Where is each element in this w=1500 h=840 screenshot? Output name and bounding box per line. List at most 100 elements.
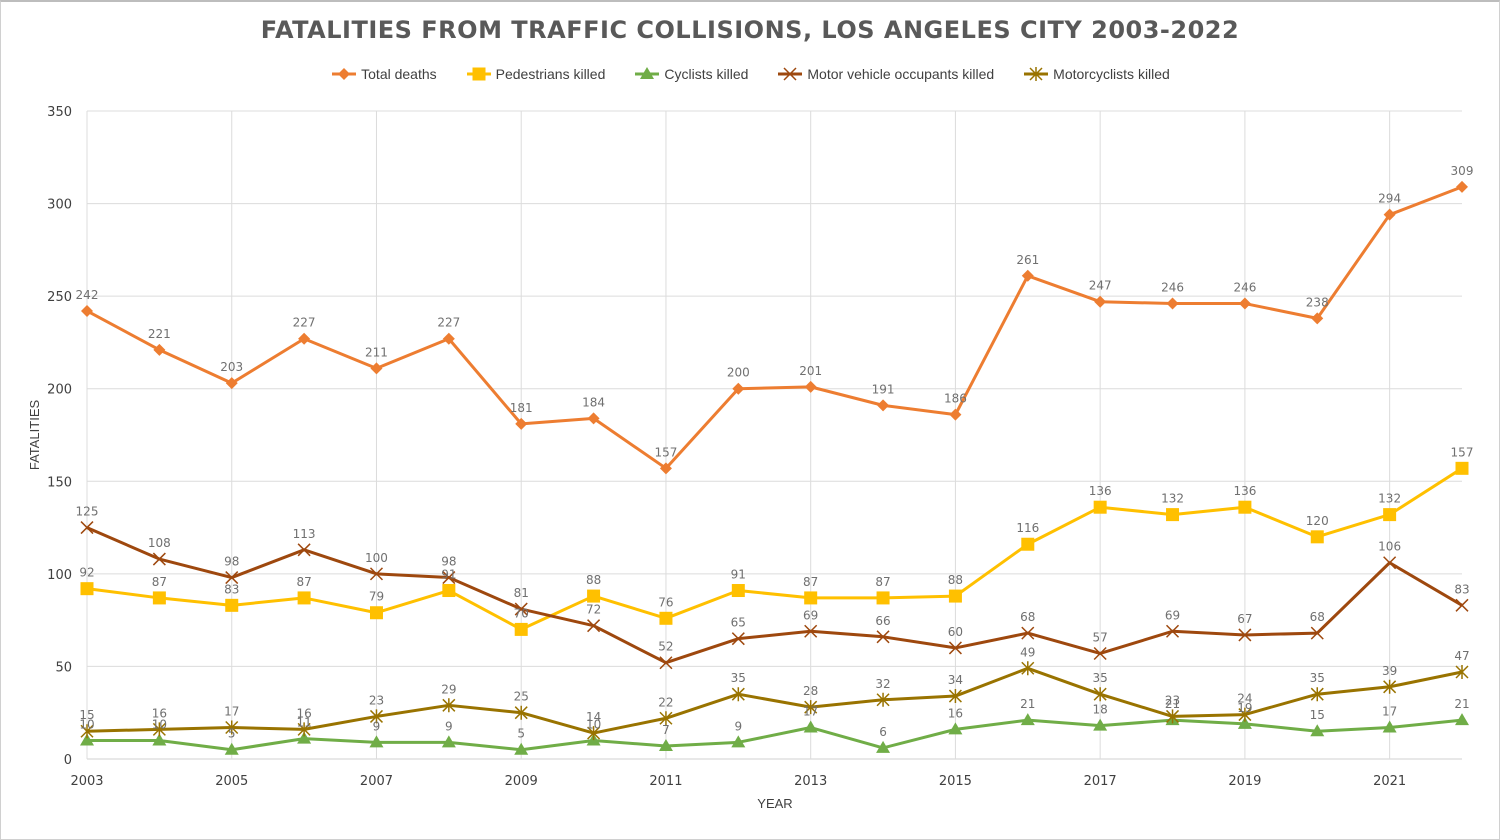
data-label-pedestrians-killed: 91 <box>731 568 746 582</box>
x-tick-label: 2017 <box>1084 774 1117 789</box>
data-point-total-deaths <box>587 412 600 425</box>
data-point-total-deaths <box>1021 269 1034 282</box>
data-point-motor-vehicle-occupants-killed <box>1383 556 1397 570</box>
chart-title: FATALITIES FROM TRAFFIC COLLISIONS, LOS … <box>260 16 1240 44</box>
data-point-motor-vehicle-occupants-killed <box>80 521 94 535</box>
data-point-cyclists-killed <box>369 735 384 748</box>
data-label-total-deaths: 227 <box>437 316 460 330</box>
data-point-cyclists-killed <box>1310 724 1325 737</box>
x-tick-label: 2005 <box>215 774 248 789</box>
data-label-pedestrians-killed: 87 <box>152 575 167 589</box>
data-label-motor-vehicle-occupants-killed: 81 <box>514 586 529 600</box>
x-tick-label: 2007 <box>360 774 393 789</box>
data-point-cyclists-killed <box>1237 716 1252 729</box>
series-motor-vehicle-occupants-killed <box>80 521 1469 670</box>
data-point-total-deaths <box>949 408 962 421</box>
legend-marker-icon <box>783 67 797 81</box>
data-label-motorcyclists-killed: 14 <box>586 710 601 724</box>
data-label-cyclists-killed: 11 <box>296 716 311 730</box>
data-label-cyclists-killed: 9 <box>373 719 381 733</box>
data-point-total-deaths <box>1383 208 1396 221</box>
data-point-motor-vehicle-occupants-killed <box>1238 628 1252 642</box>
data-point-motorcyclists-killed <box>948 689 962 704</box>
data-label-pedestrians-killed: 136 <box>1233 484 1256 498</box>
data-point-cyclists-killed <box>731 735 746 748</box>
data-label-motor-vehicle-occupants-killed: 98 <box>441 555 456 569</box>
y-tick-label: 50 <box>55 660 72 675</box>
data-point-pedestrians-killed <box>369 606 383 620</box>
data-point-pedestrians-killed <box>659 611 673 625</box>
data-label-motor-vehicle-occupants-killed: 100 <box>365 551 388 565</box>
data-label-motor-vehicle-occupants-killed: 69 <box>1165 608 1180 622</box>
legend-label: Pedestrians killed <box>495 66 606 82</box>
data-label-cyclists-killed: 17 <box>803 705 818 719</box>
data-point-total-deaths <box>225 377 238 390</box>
series-line-motorcyclists-killed <box>86 666 1463 735</box>
series-line-cyclists-killed <box>87 718 1463 752</box>
data-label-motor-vehicle-occupants-killed: 108 <box>148 536 171 550</box>
x-tick-label: 2009 <box>505 774 538 789</box>
legend: Total deaths Pedestrians killed Cyclists k… <box>0 66 1500 82</box>
x-tick-label: 2019 <box>1228 774 1261 789</box>
legend-label: Motorcyclists killed <box>1053 66 1170 82</box>
data-label-cyclists-killed: 10 <box>586 717 601 731</box>
legend-item-pedestrians-killed[interactable]: Pedestrians killed <box>465 66 606 82</box>
x-axis-title: YEAR <box>757 796 792 811</box>
data-label-pedestrians-killed: 87 <box>875 575 890 589</box>
data-label-motorcyclists-killed: 35 <box>1093 671 1108 685</box>
data-label-total-deaths: 227 <box>293 316 316 330</box>
data-point-motor-vehicle-occupants-killed <box>948 641 962 655</box>
data-point-total-deaths <box>732 382 745 395</box>
data-label-cyclists-killed: 15 <box>1310 708 1325 722</box>
legend-item-total-deaths[interactable]: Total deaths <box>330 66 437 82</box>
y-axis-ticks: 0 50 100 150 200 250 300 350 <box>47 105 72 768</box>
data-label-total-deaths: 211 <box>365 345 388 359</box>
series-motorcyclists-killed <box>80 661 1469 741</box>
legend-item-motor-vehicle-occupants-killed[interactable]: Motor vehicle occupants killed <box>776 66 994 82</box>
x-tick-label: 2013 <box>794 774 827 789</box>
y-tick-label: 200 <box>47 383 72 398</box>
data-label-total-deaths: 246 <box>1161 281 1184 295</box>
series-line-motor-vehicle-occupants-killed <box>86 526 1463 665</box>
data-label-cyclists-killed: 21 <box>1165 697 1180 711</box>
y-tick-label: 100 <box>47 568 72 583</box>
data-point-motor-vehicle-occupants-killed <box>876 630 890 644</box>
data-label-total-deaths: 238 <box>1306 295 1329 309</box>
data-label-pedestrians-killed: 132 <box>1161 492 1184 506</box>
data-label-cyclists-killed: 19 <box>1237 701 1252 715</box>
data-label-pedestrians-killed: 157 <box>1451 445 1474 459</box>
data-label-total-deaths: 186 <box>944 392 967 406</box>
x-tick-label: 2011 <box>649 774 682 789</box>
data-point-motor-vehicle-occupants-killed <box>1455 598 1469 612</box>
data-label-motorcyclists-killed: 35 <box>1310 671 1325 685</box>
data-point-cyclists-killed <box>152 733 167 746</box>
legend-item-motorcyclists-killed[interactable]: Motorcyclists killed <box>1022 66 1170 82</box>
data-label-motorcyclists-killed: 22 <box>658 695 673 709</box>
data-label-motor-vehicle-occupants-killed: 106 <box>1378 540 1401 554</box>
data-label-motorcyclists-killed: 16 <box>296 706 311 720</box>
data-point-total-deaths <box>370 362 383 375</box>
data-point-pedestrians-killed <box>1166 508 1180 522</box>
data-label-motorcyclists-killed: 15 <box>79 708 94 722</box>
data-point-motor-vehicle-occupants-killed <box>442 571 456 585</box>
data-label-total-deaths: 184 <box>582 395 605 409</box>
data-label-motor-vehicle-occupants-killed: 72 <box>586 603 601 617</box>
data-point-total-deaths <box>1238 297 1251 310</box>
data-label-motor-vehicle-occupants-killed: 67 <box>1237 612 1252 626</box>
data-point-motor-vehicle-occupants-killed <box>1093 646 1107 660</box>
data-label-cyclists-killed: 10 <box>152 717 167 731</box>
data-point-total-deaths <box>1166 297 1179 310</box>
data-point-motorcyclists-killed <box>1310 687 1324 702</box>
legend-item-cyclists-killed[interactable]: Cyclists killed <box>633 66 748 82</box>
legend-swatch-diamond-icon <box>332 68 357 80</box>
data-label-motor-vehicle-occupants-killed: 98 <box>224 555 239 569</box>
legend-marker-icon <box>472 67 486 81</box>
y-tick-label: 350 <box>47 105 72 120</box>
data-label-motor-vehicle-occupants-killed: 68 <box>1310 610 1325 624</box>
data-label-motor-vehicle-occupants-killed: 60 <box>948 625 963 639</box>
data-point-total-deaths <box>298 332 311 345</box>
data-point-cyclists-killed <box>876 740 891 753</box>
data-label-total-deaths: 157 <box>654 445 677 459</box>
